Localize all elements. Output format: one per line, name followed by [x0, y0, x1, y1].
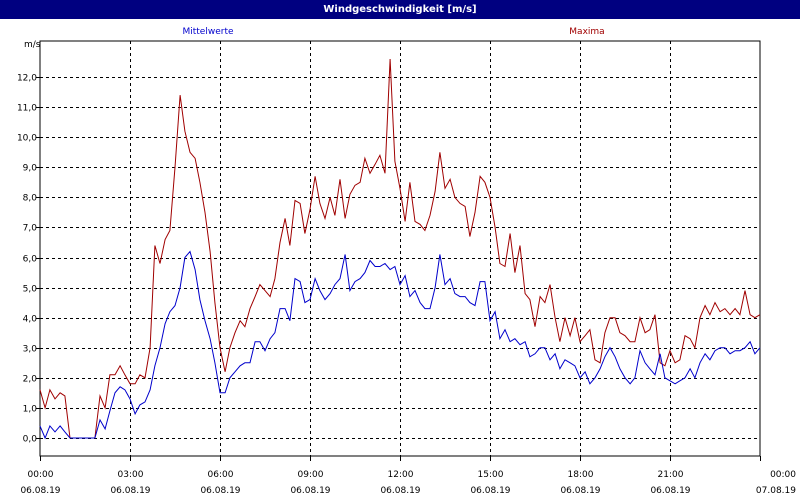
x-tick-time-label: 18:00 — [568, 470, 594, 480]
series-line-mittelwerte — [39, 250, 761, 440]
y-tick-label: 0,0 — [23, 435, 38, 445]
x-tick-time-label: 00:00 — [770, 470, 796, 480]
y-tick-label: 6,0 — [23, 255, 38, 265]
y-tick-label: 10,0 — [17, 134, 37, 144]
y-tick-label: 9,0 — [23, 164, 38, 174]
y-tick-label: 7,0 — [23, 224, 38, 234]
x-tick-date-label: 06.08.19 — [110, 486, 150, 496]
x-tick-date-label: 06.08.19 — [290, 486, 330, 496]
x-tick-time-label: 09:00 — [298, 470, 324, 480]
y-tick-label: 5,0 — [23, 285, 38, 295]
x-tick-date-label: 06.08.19 — [650, 486, 690, 496]
x-axis: 00:00 06.08.19 03:00 06.08.19 06:00 06.08.19 0… — [20, 456, 796, 496]
series-group — [39, 58, 761, 440]
y-tick-label: 11,0 — [17, 104, 37, 114]
x-tick-date-label: 07.08.19 — [756, 486, 796, 496]
x-tick-date-label: 06.08.19 — [200, 486, 240, 496]
y-tick-label: 1,0 — [23, 405, 38, 415]
series-line-maxima — [39, 58, 761, 439]
x-tick-date-label: 06.08.19 — [380, 486, 420, 496]
y-tick-label: 4,0 — [23, 315, 38, 325]
legend-mittelwerte: Mittelwerte — [182, 27, 233, 37]
x-tick-time-label: 00:00 — [28, 470, 54, 480]
x-tick-time-label: 15:00 — [478, 470, 504, 480]
x-tick-time-label: 12:00 — [388, 470, 414, 480]
y-tick-label: 3,0 — [23, 345, 38, 355]
x-tick-time-label: 06:00 — [208, 470, 234, 480]
chart-title: Windgeschwindigkeit [m/s] — [0, 0, 800, 19]
y-tick-label: 8,0 — [23, 194, 38, 204]
plot-frame — [39, 40, 761, 457]
x-tick-date-label: 06.08.19 — [20, 486, 60, 496]
y-tick-label: 12,0 — [17, 74, 37, 84]
legend-maxima: Maxima — [569, 27, 604, 37]
x-tick-date-label: 06.08.19 — [470, 486, 510, 496]
x-tick-date-label: 06.08.19 — [560, 486, 600, 496]
x-tick-time-label: 21:00 — [658, 470, 684, 480]
y-axis: 0,0 1,0 2,0 3,0 4,0 5,0 6,0 7,0 8,0 9,0 10,0 11,0 12… — [17, 74, 40, 445]
y-tick-label: 2,0 — [23, 375, 38, 385]
y-axis-label: m/s — [24, 40, 41, 50]
x-tick-time-label: 03:00 — [118, 470, 144, 480]
